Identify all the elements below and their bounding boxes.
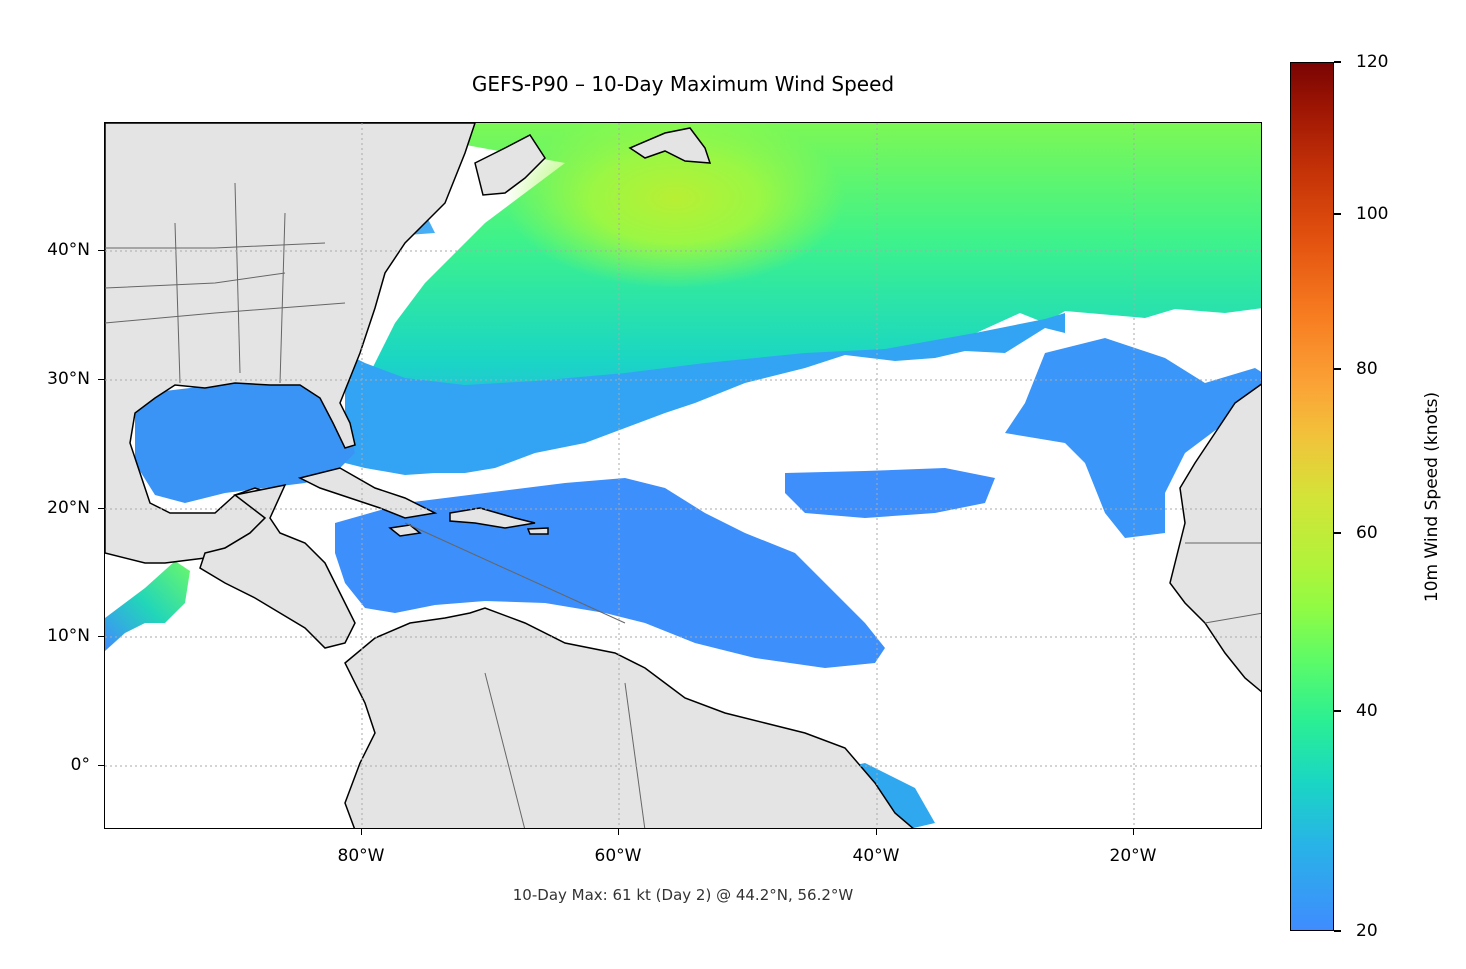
y-tick-label-40n: 40°N bbox=[47, 240, 90, 260]
colorbar-label-120: 120 bbox=[1356, 52, 1389, 72]
x-tick bbox=[618, 829, 619, 835]
y-tick bbox=[98, 636, 104, 637]
y-tick-label-equator: 0° bbox=[70, 755, 90, 775]
wind-speed-map bbox=[105, 123, 1261, 828]
y-tick bbox=[98, 250, 104, 251]
x-tick-label-40w: 40°W bbox=[852, 846, 900, 866]
y-tick bbox=[98, 508, 104, 509]
x-tick-label-60w: 60°W bbox=[594, 846, 642, 866]
colorbar-label-40: 40 bbox=[1356, 701, 1378, 721]
x-tick bbox=[361, 829, 362, 835]
colorbar-tick bbox=[1334, 710, 1341, 712]
x-tick bbox=[876, 829, 877, 835]
caribbean-wind-field bbox=[335, 478, 885, 668]
land-south-america bbox=[344, 607, 914, 828]
x-tick-label-20w: 20°W bbox=[1109, 846, 1157, 866]
y-tick bbox=[98, 379, 104, 380]
colorbar bbox=[1290, 62, 1334, 931]
max-wind-caption: 10-Day Max: 61 kt (Day 2) @ 44.2°N, 56.2… bbox=[512, 886, 854, 904]
gulf-of-mexico-wind-field bbox=[135, 381, 355, 503]
land-cuba bbox=[297, 467, 438, 519]
x-tick bbox=[1133, 829, 1134, 835]
colorbar-tick bbox=[1334, 532, 1341, 534]
x-tick-label-80w: 80°W bbox=[337, 846, 385, 866]
colorbar-title: 10m Wind Speed (knots) bbox=[1422, 391, 1442, 603]
y-tick-label-20n: 20°N bbox=[47, 498, 90, 518]
colorbar-tick bbox=[1334, 61, 1341, 63]
colorbar-label-20: 20 bbox=[1356, 921, 1378, 941]
y-tick-label-30n: 30°N bbox=[47, 369, 90, 389]
subtropical-wind-field bbox=[345, 313, 1065, 475]
tehuantepec-wind-field bbox=[105, 561, 190, 651]
colorbar-label-80: 80 bbox=[1356, 359, 1378, 379]
land-central-america bbox=[199, 483, 356, 649]
chart-title: GEFS-P90 – 10-Day Maximum Wind Speed bbox=[471, 72, 895, 96]
colorbar-tick bbox=[1334, 213, 1341, 215]
colorbar-label-100: 100 bbox=[1356, 204, 1389, 224]
y-tick-label-10n: 10°N bbox=[47, 626, 90, 646]
colorbar-tick bbox=[1334, 930, 1341, 932]
gridlines bbox=[105, 123, 1261, 828]
land-africa bbox=[1169, 383, 1261, 693]
map-plot-area[interactable] bbox=[104, 122, 1262, 829]
colorbar-tick bbox=[1334, 368, 1341, 370]
colorbar-label-60: 60 bbox=[1356, 523, 1378, 543]
y-tick bbox=[98, 765, 104, 766]
